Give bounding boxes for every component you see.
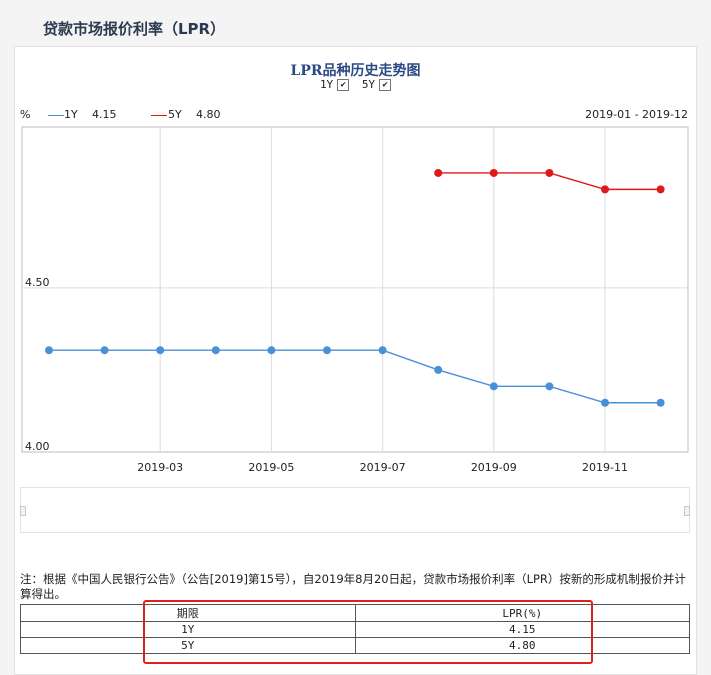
series-line-1y [49, 349, 661, 404]
cell-term: 5Y [20, 637, 356, 654]
data-point-1y [156, 346, 165, 355]
toggle-5y-checkbox[interactable]: ✔ [379, 78, 392, 91]
data-point-5y [656, 185, 665, 194]
slider-right-handle[interactable] [684, 506, 690, 516]
lpr-table: 期限 LPR(%) 1Y 4.15 5Y 4.80 [20, 604, 690, 654]
page-title: 贷款市场报价利率（LPR） [43, 20, 226, 38]
date-range-slider[interactable] [20, 487, 690, 533]
toggle-1y-label: 1Y [319, 78, 334, 91]
legend-5y-label[interactable]: 5Y [168, 108, 182, 121]
chart-title: LPR品种历史走势图 [290, 63, 421, 79]
plot-area [21, 126, 689, 453]
legend-5y-value: 4.80 [196, 108, 221, 121]
footnote: 注：根据《中国人民银行公告》（公告[2019]第15号），自2019年8月20日… [20, 572, 686, 601]
chart-legend: % 1Y 4.15 5Y 4.80 2019-01 - 2019-12 [20, 107, 690, 123]
y-tick-label: 4.50 [25, 276, 50, 289]
x-tick-label: 2019-07 [360, 461, 406, 474]
toggle-1y-checkbox[interactable]: ✔ [337, 78, 350, 91]
table-header-row: 期限 LPR(%) [20, 604, 690, 622]
data-point-1y [100, 346, 109, 355]
date-range: 2019-01 - 2019-12 [585, 108, 688, 121]
data-point-1y [656, 398, 665, 407]
slider-left-handle[interactable] [20, 506, 26, 516]
toggle-5y[interactable]: 5Y ✔ [361, 78, 392, 91]
series-toggles: 1Y ✔ 5Y ✔ [0, 78, 711, 91]
data-point-1y [211, 346, 220, 355]
data-point-1y [545, 382, 554, 391]
legend-5y-swatch [151, 115, 167, 116]
table-highlight-box [143, 600, 593, 664]
table-row: 5Y 4.80 [20, 637, 690, 654]
x-tick-label: 2019-11 [582, 461, 628, 474]
x-tick-label: 2019-05 [248, 461, 294, 474]
data-point-1y [267, 346, 276, 355]
legend-1y-label[interactable]: 1Y [64, 108, 78, 121]
data-point-1y [601, 398, 609, 407]
x-tick-label: 2019-03 [137, 461, 183, 474]
legend-1y-swatch [48, 115, 64, 116]
data-point-1y [45, 346, 53, 355]
toggle-5y-label: 5Y [361, 78, 376, 91]
data-point-5y [434, 168, 443, 177]
data-point-1y [378, 346, 387, 355]
y-tick-label: 4.00 [25, 440, 50, 453]
data-point-5y [601, 185, 609, 194]
data-point-5y [489, 168, 498, 177]
data-point-1y [323, 346, 331, 355]
lpr-line-chart: 2019-03 2019-05 2019-07 2019-09 2019-11 4.00 4… [21, 126, 689, 474]
data-point-1y [434, 365, 443, 374]
legend-1y-value: 4.15 [92, 108, 117, 121]
unit-label: % [20, 108, 31, 121]
toggle-1y[interactable]: 1Y ✔ [319, 78, 350, 91]
data-point-5y [545, 168, 554, 177]
data-point-1y [489, 382, 498, 391]
x-tick-label: 2019-09 [471, 461, 517, 474]
cell-rate: 4.80 [354, 637, 690, 654]
